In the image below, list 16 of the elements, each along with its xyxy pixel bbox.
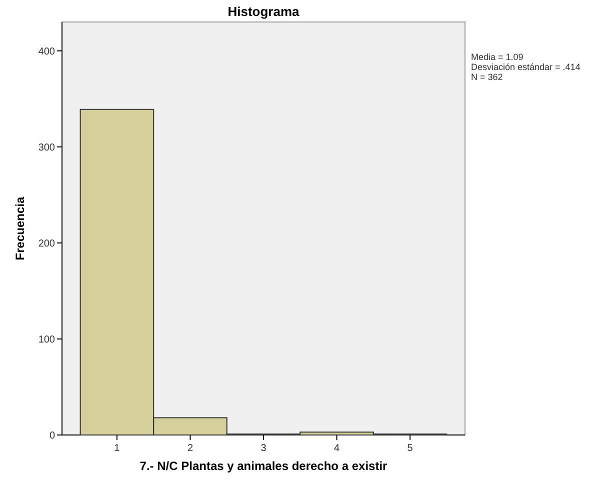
x-tick-label: 4 xyxy=(334,443,340,454)
x-tick-label: 3 xyxy=(260,443,267,454)
text: N = 362 xyxy=(471,72,503,82)
x-tick-label: 5 xyxy=(407,443,414,454)
chart-title: Histograma xyxy=(228,4,300,19)
y-tick-label: 200 xyxy=(38,238,56,250)
text: Desviación estándar = .414 xyxy=(471,62,580,72)
y-axis-title: Frecuencia xyxy=(13,196,27,260)
x-axis-title: 7.- N/C Plantas y animales derecho a existir xyxy=(140,459,388,473)
y-tick-label: 100 xyxy=(38,334,56,346)
x-tick-label: 1 xyxy=(114,443,120,454)
x-tick-label: 2 xyxy=(187,443,194,454)
y-tick-label: 0 xyxy=(49,430,56,442)
y-tick-label: 400 xyxy=(38,46,56,58)
y-tick-label: 300 xyxy=(38,142,56,154)
text: Media = 1.09 xyxy=(471,52,524,62)
